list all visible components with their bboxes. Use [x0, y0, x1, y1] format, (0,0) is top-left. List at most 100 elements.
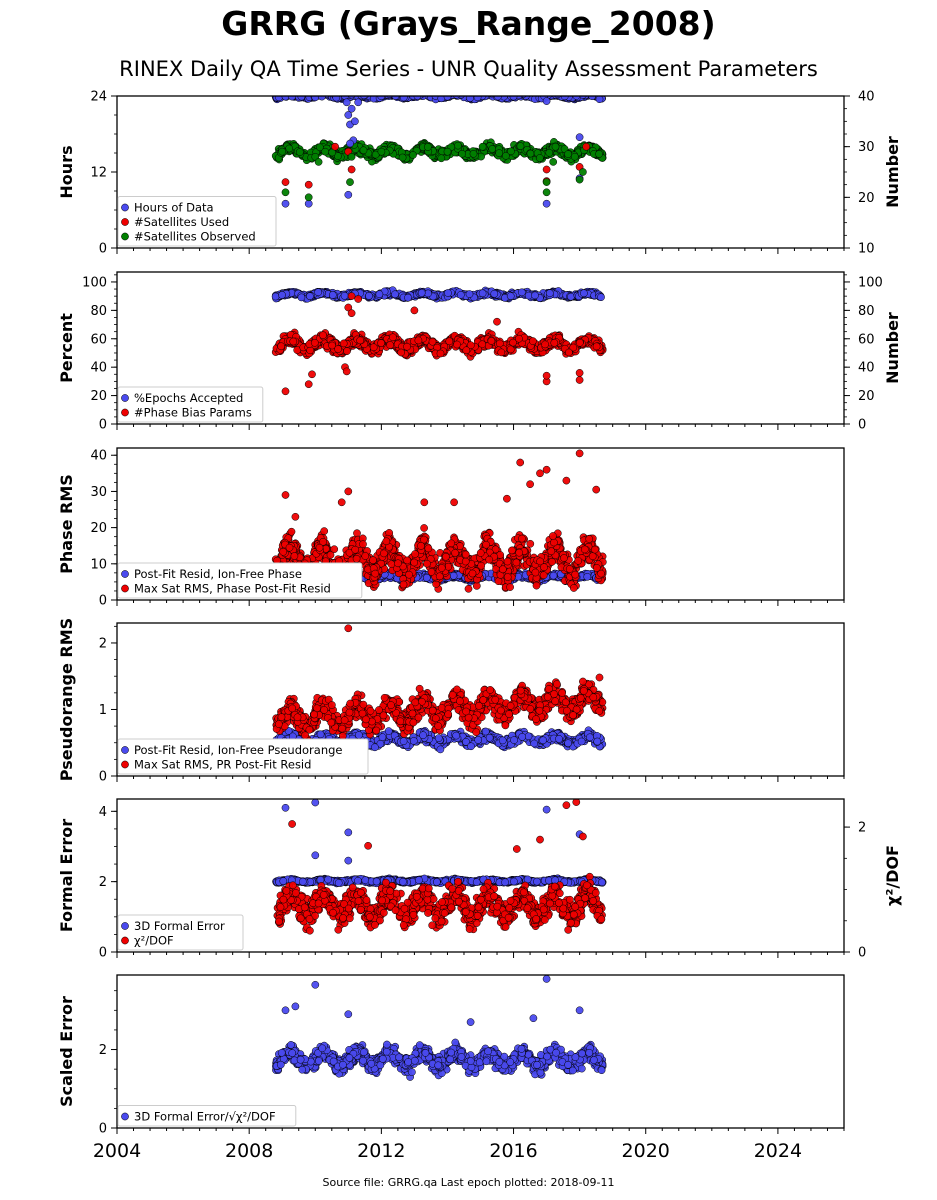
data-point — [445, 337, 454, 346]
legend-box — [117, 386, 264, 423]
data-point — [541, 340, 549, 349]
data-point — [535, 154, 544, 162]
data-point — [424, 289, 432, 298]
data-point — [595, 150, 603, 158]
data-point — [502, 151, 510, 160]
data-point — [575, 338, 584, 347]
y-tick-label: 12 — [90, 166, 107, 181]
data-point — [391, 290, 399, 299]
data-point — [277, 342, 286, 351]
data-point — [554, 96, 562, 99]
data-point — [549, 571, 558, 580]
data-point — [354, 98, 363, 107]
y-right-tick-label: 40 — [858, 90, 875, 105]
legend-label: #Satellites Used — [134, 215, 229, 229]
legend-label: %Epochs Accepted — [134, 391, 243, 405]
data-point — [399, 96, 408, 102]
data-point — [436, 349, 445, 358]
data-point — [342, 98, 351, 107]
legend-marker — [121, 218, 129, 226]
data-point — [289, 337, 298, 346]
data-point — [478, 340, 487, 349]
data-point — [377, 147, 386, 156]
data-point — [542, 199, 551, 208]
data-point — [386, 96, 393, 99]
data-point — [517, 288, 526, 297]
data-point — [403, 342, 411, 351]
data-point — [579, 168, 587, 176]
data-point — [314, 288, 323, 297]
data-point — [353, 96, 357, 97]
data-point — [526, 539, 535, 548]
data-point — [487, 337, 496, 345]
data-point — [389, 333, 397, 342]
y-tick-label: 20 — [90, 389, 107, 404]
data-point — [347, 165, 356, 174]
legend-box — [117, 196, 277, 247]
data-point — [334, 152, 342, 160]
data-point — [449, 571, 458, 580]
data-point — [570, 152, 579, 161]
data-point — [351, 117, 359, 126]
legend-label: #Satellites Observed — [134, 230, 256, 244]
data-point — [572, 96, 581, 100]
data-point — [340, 291, 349, 300]
data-point — [387, 88, 394, 95]
data-point — [580, 289, 588, 298]
data-point — [404, 293, 412, 302]
y-axis-label: Percent — [57, 313, 76, 383]
data-point — [575, 175, 584, 184]
y-tick-label: 24 — [90, 90, 107, 105]
data-point — [542, 165, 551, 174]
y-right-tick-label: 100 — [858, 275, 883, 290]
data-point — [281, 387, 290, 396]
data-point — [456, 291, 465, 299]
data-point — [465, 290, 474, 298]
data-point — [575, 376, 584, 384]
data-point — [592, 342, 601, 351]
data-point — [271, 292, 280, 301]
data-point — [342, 367, 351, 376]
legend-label: #Phase Bias Params — [134, 406, 252, 420]
data-point — [388, 96, 393, 97]
data-point — [565, 348, 573, 357]
data-point — [359, 146, 368, 155]
data-point — [398, 153, 407, 162]
data-point — [350, 96, 355, 97]
data-point — [297, 293, 306, 302]
data-point — [354, 295, 363, 303]
data-point — [311, 96, 320, 102]
data-point — [452, 96, 461, 99]
data-points — [271, 286, 607, 396]
data-point — [531, 291, 539, 300]
data-point — [322, 96, 326, 97]
y-axis-label: Hours — [57, 145, 76, 198]
data-point — [582, 142, 591, 151]
data-point — [550, 339, 559, 347]
data-point — [278, 291, 286, 299]
y-right-axis-label: Number — [883, 136, 902, 208]
data-point — [386, 341, 394, 349]
data-point — [564, 150, 572, 158]
data-point — [493, 317, 501, 326]
data-point — [308, 370, 316, 379]
data-point — [542, 188, 551, 197]
y-right-tick-label: 60 — [858, 332, 875, 347]
data-point — [507, 147, 515, 156]
data-point — [357, 96, 361, 97]
data-point — [377, 339, 385, 347]
data-point — [458, 149, 466, 158]
data-point — [495, 149, 504, 157]
data-point — [348, 96, 356, 99]
data-point — [369, 343, 378, 352]
data-point — [344, 190, 353, 199]
y-right-tick-label: 10 — [858, 242, 875, 257]
data-point — [437, 154, 446, 163]
data-point — [397, 348, 405, 357]
data-point — [375, 290, 384, 299]
data-point — [360, 96, 368, 100]
y-tick-label: 100 — [82, 275, 107, 290]
